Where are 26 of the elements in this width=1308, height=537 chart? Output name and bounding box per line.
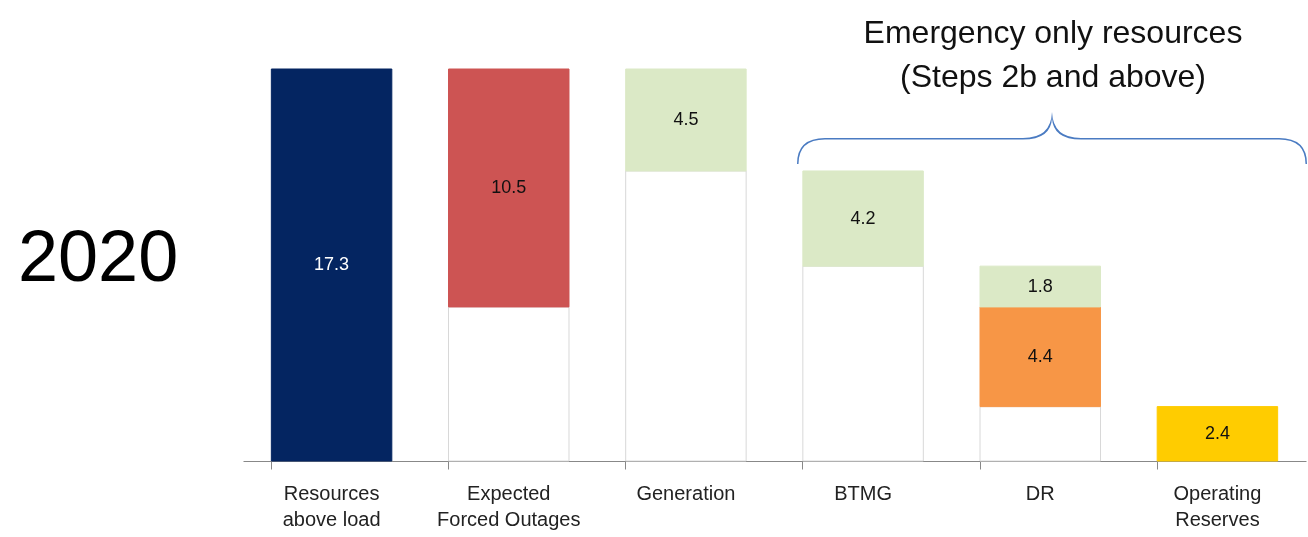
x-tick-label: Generation: [636, 481, 736, 504]
x-tick-label: Expected Forced Outages: [437, 481, 581, 530]
bar: [979, 265, 1101, 308]
data-label: 17.3: [314, 254, 350, 274]
bar: [979, 306, 1101, 408]
data-label: 1.8: [1027, 275, 1053, 296]
text: 2020: [18, 215, 179, 297]
data-label: 10.5: [491, 176, 527, 197]
bar: [1156, 406, 1279, 462]
x-tick-label: DR: [1025, 481, 1055, 504]
bar: [802, 170, 924, 267]
data-label: 4.2: [850, 207, 876, 228]
bar: [979, 406, 1101, 462]
x-tick-label: Resources above load: [282, 481, 381, 530]
data-label: 2.4: [1204, 422, 1230, 443]
data-label: 4.5: [673, 108, 699, 129]
data-label: 4.4: [1027, 345, 1053, 366]
bar: [448, 68, 570, 308]
bar: [448, 306, 570, 462]
x-tick-label: Operating Reserves: [1173, 481, 1262, 530]
bar: [625, 68, 747, 172]
x-tick-label: BTMG: [834, 481, 892, 504]
bar: [625, 170, 747, 462]
bar: [802, 265, 924, 462]
bar: [270, 68, 393, 462]
annotation: Emergency only resources (Steps 2b and above): [862, 13, 1244, 96]
